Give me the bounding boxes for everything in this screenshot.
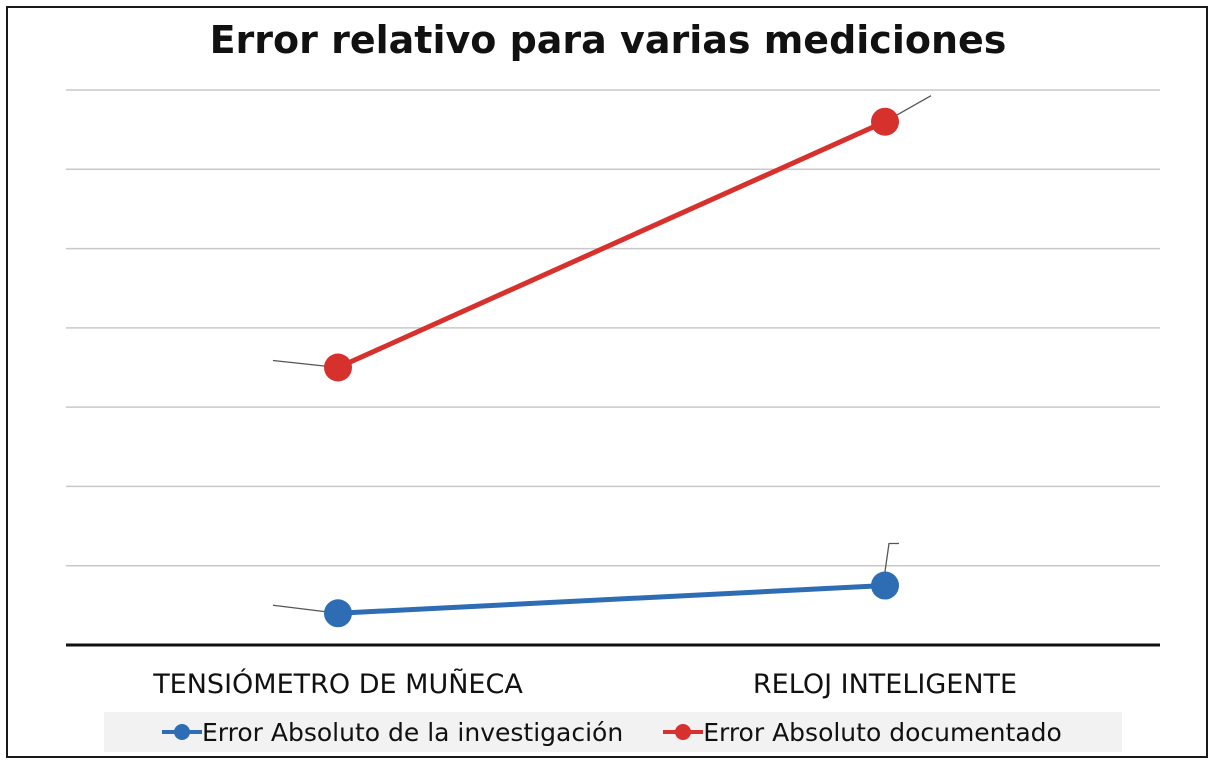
data-point <box>871 107 899 136</box>
gridlines <box>66 89 1160 647</box>
chart-title: Error relativo para varias mediciones <box>209 18 1007 62</box>
legend: Error Absoluto de la investigación Error… <box>104 712 1122 752</box>
legend-swatch-red <box>663 722 704 742</box>
x-tick-label: TENSIÓMETRO DE MUÑECA <box>152 668 523 700</box>
legend-label: Error Absoluto de la investigación <box>202 717 624 747</box>
chart-frame <box>6 6 1208 758</box>
legend-item-investigacion: Error Absoluto de la investigación <box>162 718 623 747</box>
data-point <box>871 571 899 600</box>
series-line <box>337 583 886 616</box>
legend-label: Error Absoluto documentado <box>703 717 1062 747</box>
data-point <box>324 353 352 382</box>
x-tick-label: RELOJ INTELIGENTE <box>753 669 1017 700</box>
data-label-leader-line <box>884 542 899 572</box>
x-axis-labels: TENSIÓMETRO DE MUÑECA RELOJ INTELIGENTE <box>152 668 1017 700</box>
legend-item-documentado: Error Absoluto documentado <box>663 718 1062 747</box>
legend-swatch-blue <box>162 722 202 742</box>
data-point <box>324 599 352 628</box>
series-line <box>336 119 887 370</box>
series-layer <box>272 95 932 628</box>
